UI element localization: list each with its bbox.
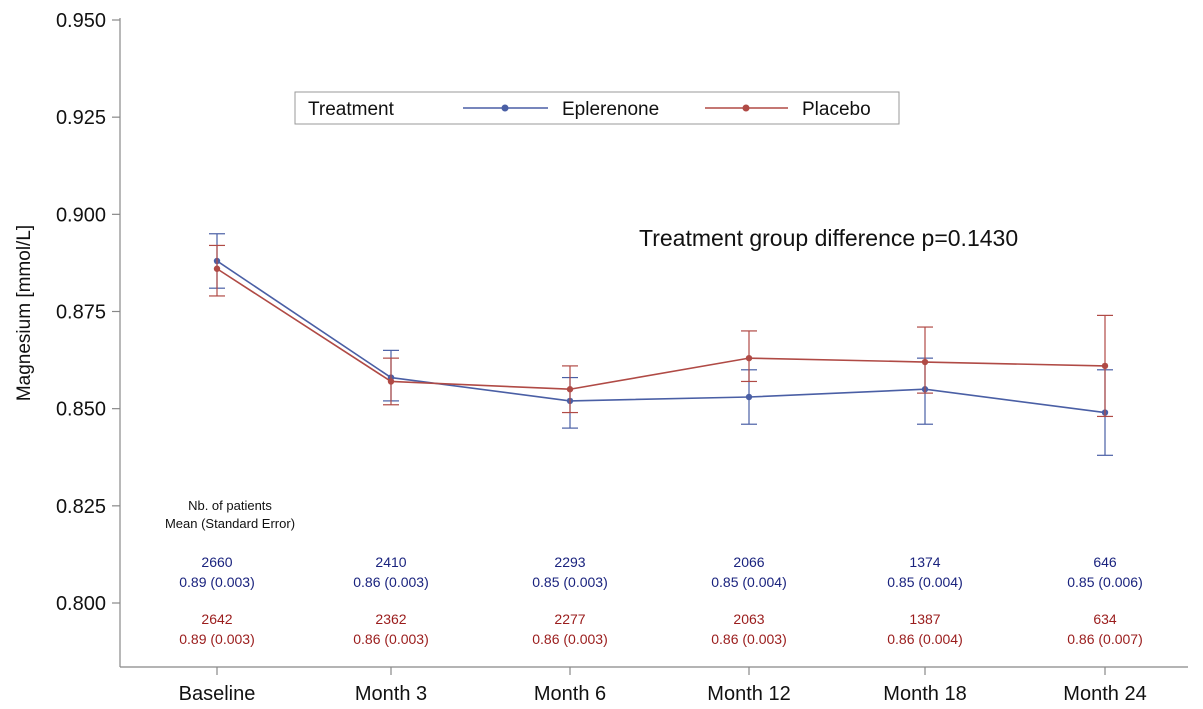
x-tick-label: Month 24 bbox=[1063, 683, 1146, 705]
x-tick-label: Month 12 bbox=[707, 683, 790, 705]
table-header-line-2: Mean (Standard Error) bbox=[165, 516, 295, 531]
mean-se-value: 0.86 (0.007) bbox=[1067, 631, 1143, 647]
mean-se-value: 0.86 (0.003) bbox=[532, 631, 608, 647]
patient-count: 2362 bbox=[375, 611, 406, 627]
patient-table: 2660 0.89 (0.003) 2410 0.86 (0.003) 2293 0.85… bbox=[179, 554, 1143, 647]
patient-count: 1374 bbox=[909, 554, 940, 570]
legend-swatch-eplerenone-marker bbox=[501, 104, 509, 112]
y-tick-label: 0.850 bbox=[56, 399, 106, 421]
data-point-placebo bbox=[387, 378, 395, 385]
series bbox=[209, 233, 1113, 456]
x-tick-label: Month 18 bbox=[883, 683, 966, 705]
mean-se-value: 0.89 (0.003) bbox=[179, 631, 255, 647]
mean-se-value: 0.86 (0.003) bbox=[353, 631, 429, 647]
legend-title: Treatment bbox=[308, 99, 395, 120]
series-eplerenone bbox=[209, 233, 1113, 456]
data-point-placebo bbox=[566, 386, 574, 393]
mean-se-value: 0.89 (0.003) bbox=[179, 574, 255, 590]
y-tick-label: 0.825 bbox=[56, 496, 106, 518]
data-point-placebo bbox=[1101, 362, 1109, 370]
patient-count: 2642 bbox=[201, 611, 232, 627]
y-axis-title: Magnesium [mmol/L] bbox=[14, 225, 35, 401]
patient-count: 2066 bbox=[733, 554, 764, 570]
mean-se-value: 0.86 (0.003) bbox=[711, 631, 787, 647]
series-placebo bbox=[209, 244, 1113, 418]
legend-frame bbox=[294, 91, 900, 125]
mean-se-value: 0.86 (0.003) bbox=[353, 574, 429, 590]
y-tick-label: 0.925 bbox=[56, 107, 106, 129]
data-point-placebo bbox=[213, 265, 221, 272]
patient-count: 2660 bbox=[201, 554, 232, 570]
legend-entry-eplerenone: Eplerenone bbox=[463, 99, 659, 120]
mean-se-value: 0.86 (0.004) bbox=[887, 631, 963, 647]
patient-count: 2277 bbox=[554, 611, 585, 627]
patient-count: 634 bbox=[1093, 611, 1117, 627]
data-point-placebo bbox=[745, 354, 753, 362]
patient-count: 2293 bbox=[554, 554, 585, 570]
legend-label-eplerenone: Eplerenone bbox=[562, 99, 659, 120]
mean-se-value: 0.85 (0.004) bbox=[711, 574, 787, 590]
legend-swatch-placebo-marker bbox=[742, 104, 750, 112]
mean-se-value: 0.85 (0.006) bbox=[1067, 574, 1143, 590]
x-tick-label: Month 3 bbox=[355, 683, 427, 705]
x-tick-label: Baseline bbox=[179, 683, 256, 705]
patient-count: 2410 bbox=[375, 554, 406, 570]
table-header-line-1: Nb. of patients bbox=[188, 498, 272, 513]
y-tick-label: 0.950 bbox=[56, 10, 106, 32]
y-tick-label: 0.875 bbox=[56, 302, 106, 324]
patient-count: 646 bbox=[1093, 554, 1117, 570]
table-header: Nb. of patients Mean (Standard Error) bbox=[165, 498, 295, 531]
mean-se-value: 0.85 (0.004) bbox=[887, 574, 963, 590]
y-tick-label: 0.800 bbox=[56, 593, 106, 615]
ticks: 0.800 0.825 0.850 0.875 0.900 0.925 0.950 Basel… bbox=[56, 10, 1147, 705]
series-line-placebo bbox=[216, 268, 1106, 391]
patient-count: 2063 bbox=[733, 611, 764, 627]
mean-se-value: 0.85 (0.003) bbox=[532, 574, 608, 590]
legend-entry-placebo: Placebo bbox=[705, 99, 871, 120]
p-value-annotation: Treatment group difference p=0.1430 bbox=[639, 225, 1018, 251]
legend-label-placebo: Placebo bbox=[802, 99, 871, 120]
legend: Treatment Eplerenone Placebo bbox=[294, 91, 900, 125]
x-tick-label: Month 6 bbox=[534, 683, 606, 705]
patient-count: 1387 bbox=[909, 611, 940, 627]
data-point-placebo bbox=[921, 358, 929, 366]
y-tick-label: 0.900 bbox=[56, 204, 106, 226]
data-point-eplerenone bbox=[745, 393, 753, 401]
series-line-eplerenone bbox=[216, 260, 1106, 414]
axes: Magnesium [mmol/L] bbox=[14, 18, 1188, 668]
